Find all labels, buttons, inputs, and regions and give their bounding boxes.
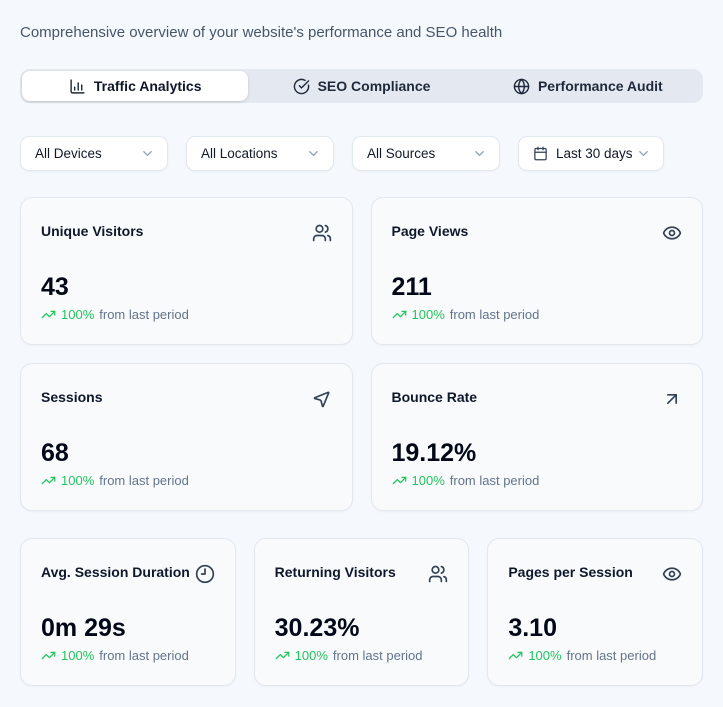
filter-bar: All Devices All Locations All Sources La… bbox=[20, 136, 703, 171]
stat-title: Avg. Session Duration bbox=[41, 564, 190, 580]
stat-value: 19.12% bbox=[391, 439, 477, 467]
stat-card-unique-visitors: Unique Visitors 43 100% from last period bbox=[20, 197, 353, 345]
trending-up-icon bbox=[392, 310, 406, 319]
stat-card-pages-per-session: Pages per Session 3.10 100% from last pe… bbox=[487, 538, 703, 686]
stat-change: 100% bbox=[411, 307, 445, 322]
globe-icon bbox=[513, 78, 530, 94]
date-range-filter-select[interactable]: Last 30 days bbox=[518, 136, 664, 171]
tab-label: Traffic Analytics bbox=[93, 78, 202, 94]
stat-change: 100% bbox=[61, 307, 95, 322]
tab-traffic-analytics[interactable]: Traffic Analytics bbox=[22, 71, 249, 101]
trending-up-icon bbox=[392, 476, 406, 485]
locations-filter-select[interactable]: All Locations bbox=[186, 136, 334, 171]
stat-change-label: from last period bbox=[99, 648, 189, 663]
trending-up-icon bbox=[275, 651, 290, 660]
users-icon bbox=[312, 223, 332, 248]
stat-change-label: from last period bbox=[99, 473, 189, 488]
stat-card-bounce-rate: Bounce Rate 19.12% 100% from last period bbox=[370, 363, 703, 511]
stats-grid-secondary: Avg. Session Duration 0m 29s 100% from l… bbox=[20, 538, 703, 686]
filter-value: All Devices bbox=[35, 146, 102, 161]
mouse-pointer-icon bbox=[312, 389, 332, 414]
stat-title: Returning Visitors bbox=[274, 564, 396, 580]
chevron-down-icon bbox=[475, 151, 484, 156]
filter-value: All Locations bbox=[201, 146, 278, 161]
tab-seo-compliance[interactable]: SEO Compliance bbox=[248, 71, 474, 101]
trending-up-icon bbox=[41, 310, 56, 319]
stat-title: Bounce Rate bbox=[391, 389, 478, 405]
tab-bar: Traffic Analytics SEO Compliance Perform… bbox=[20, 69, 703, 103]
sources-filter-select[interactable]: All Sources bbox=[352, 136, 500, 171]
bar-chart-icon bbox=[70, 78, 85, 94]
stat-change: 100% bbox=[61, 648, 95, 663]
stat-card-returning-visitors: Returning Visitors 30.23% 100% from last… bbox=[253, 538, 470, 686]
trending-up-icon bbox=[41, 476, 56, 485]
eye-icon bbox=[662, 564, 682, 589]
eye-icon bbox=[662, 223, 682, 248]
stat-change-label: from last period bbox=[332, 648, 423, 663]
tab-label: SEO Compliance bbox=[317, 78, 431, 94]
calendar-icon bbox=[534, 146, 547, 161]
stat-value: 0m 29s bbox=[41, 614, 126, 642]
stat-change: 100% bbox=[528, 648, 562, 663]
stat-value: 68 bbox=[41, 439, 69, 467]
stat-change-label: from last period bbox=[99, 307, 189, 322]
stat-value: 43 bbox=[41, 273, 69, 301]
stat-change-label: from last period bbox=[449, 473, 540, 488]
chevron-down-icon bbox=[143, 151, 152, 156]
stat-title: Sessions bbox=[41, 389, 103, 405]
trending-up-icon bbox=[41, 651, 56, 660]
users-icon bbox=[428, 564, 448, 589]
devices-filter-select[interactable]: All Devices bbox=[20, 136, 168, 171]
stats-grid-primary: Unique Visitors 43 100% from last period… bbox=[20, 197, 703, 511]
stat-value: 30.23% bbox=[274, 614, 360, 642]
arrow-up-right-icon bbox=[662, 389, 682, 414]
tab-label: Performance Audit bbox=[537, 78, 663, 94]
filter-value: All Sources bbox=[367, 146, 436, 161]
stat-change: 100% bbox=[294, 648, 328, 663]
stat-title: Pages per Session bbox=[508, 564, 633, 580]
stat-title: Page Views bbox=[391, 223, 469, 239]
chevron-down-icon bbox=[309, 151, 318, 156]
stat-card-sessions: Sessions 68 100% from last period bbox=[20, 363, 353, 511]
stat-change: 100% bbox=[411, 473, 445, 488]
trending-up-icon bbox=[508, 651, 523, 660]
page-subtitle: Comprehensive overview of your website's… bbox=[20, 24, 503, 41]
stat-title: Unique Visitors bbox=[41, 223, 144, 239]
stat-change: 100% bbox=[61, 473, 95, 488]
tab-performance-audit[interactable]: Performance Audit bbox=[475, 71, 701, 101]
stat-value: 3.10 bbox=[508, 614, 557, 642]
stat-card-avg-session-duration: Avg. Session Duration 0m 29s 100% from l… bbox=[20, 538, 236, 686]
stat-value: 211 bbox=[391, 273, 432, 301]
stat-change-label: from last period bbox=[449, 307, 540, 322]
stat-change-label: from last period bbox=[566, 648, 657, 663]
stat-card-page-views: Page Views 211 100% from last period bbox=[370, 197, 703, 345]
chevron-down-icon bbox=[639, 151, 648, 156]
clock-icon bbox=[195, 564, 215, 589]
filter-value: Last 30 days bbox=[556, 146, 633, 161]
circle-check-icon bbox=[293, 78, 309, 94]
